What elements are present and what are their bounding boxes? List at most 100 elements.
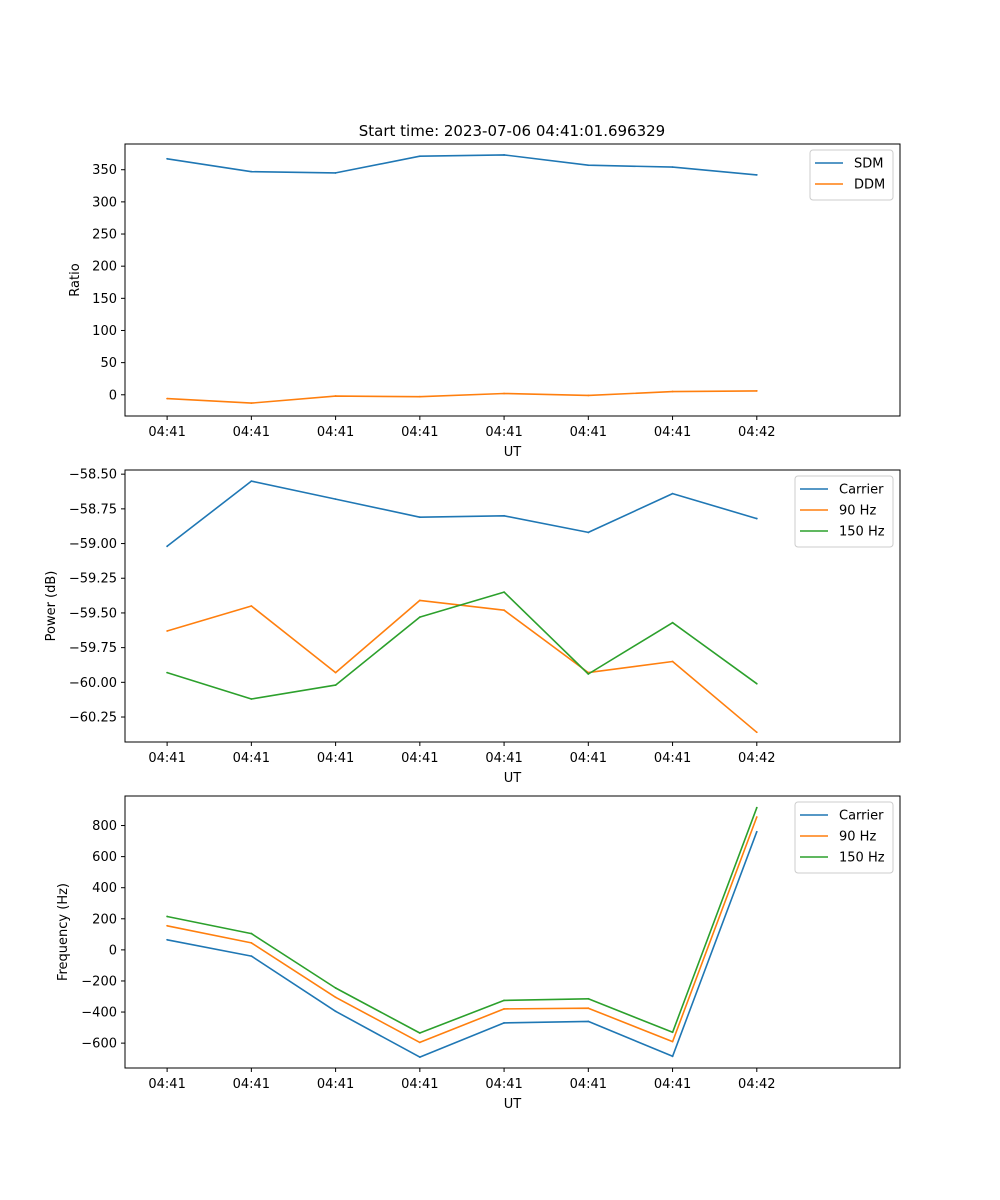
data-point-150-hz	[671, 621, 674, 624]
y-tick-label: −59.25	[69, 572, 117, 587]
x-tick-label: 04:41	[570, 751, 607, 766]
data-point-carrier	[671, 492, 674, 495]
data-point-150-hz	[250, 932, 253, 935]
data-point-sdm	[166, 157, 169, 160]
x-tick-label: 04:41	[233, 1077, 270, 1092]
legend-label-carrier: Carrier	[839, 809, 884, 824]
data-point-carrier	[587, 1020, 590, 1023]
legend-label-150-hz: 150 Hz	[839, 525, 885, 540]
data-point-90-hz	[250, 941, 253, 944]
data-point-90-hz	[418, 1041, 421, 1044]
x-tick-label: 04:41	[317, 1077, 354, 1092]
x-tick-label: 04:41	[401, 751, 438, 766]
x-tick-label: 04:42	[738, 425, 775, 440]
y-tick-label: 0	[109, 388, 117, 403]
x-tick-label: 04:41	[148, 425, 185, 440]
data-point-sdm	[755, 173, 758, 176]
axes-frame	[124, 795, 901, 1069]
data-point-150-hz	[503, 591, 505, 594]
x-tick-label: 04:41	[148, 751, 185, 766]
data-point-carrier	[166, 938, 169, 941]
ratio-panel: 04:41 04:41 04:41 04:41 04:41 04:41 04:41 04:42…	[68, 143, 901, 460]
data-point-ddm	[166, 397, 169, 400]
data-point-150-hz	[587, 673, 590, 675]
data-point-ddm	[755, 390, 758, 392]
y-tick-label: 200	[92, 260, 117, 275]
x-tick-label: 04:42	[738, 751, 775, 766]
data-point-90-hz	[671, 660, 674, 663]
data-point-carrier	[250, 955, 253, 957]
data-point-150-hz	[671, 1031, 674, 1034]
legend-label-ddm: DDM	[854, 178, 885, 193]
data-point-sdm	[503, 154, 505, 156]
data-point-90-hz	[418, 599, 421, 602]
data-point-150-hz	[587, 997, 590, 1000]
figure-title: Start time: 2023-07-06 04:41:01.696329	[359, 122, 665, 140]
data-point-ddm	[671, 390, 674, 393]
data-point-90-hz	[503, 1008, 505, 1010]
series-line-carrier	[166, 480, 758, 547]
data-point-ddm	[587, 394, 590, 397]
data-point-carrier	[418, 1056, 421, 1059]
y-tick-label: −400	[81, 1006, 117, 1021]
data-point-sdm	[418, 155, 421, 158]
y-tick-label: 200	[92, 912, 117, 927]
x-tick-label: 04:41	[654, 425, 691, 440]
data-point-90-hz	[503, 609, 505, 612]
data-point-carrier	[250, 480, 253, 483]
data-point-ddm	[334, 395, 337, 397]
series-line-sdm	[166, 154, 757, 176]
data-point-carrier	[166, 545, 169, 548]
legend-label-150-hz: 150 Hz	[839, 851, 885, 866]
data-point-150-hz	[166, 915, 169, 918]
data-point-ddm	[503, 392, 505, 395]
data-point-sdm	[671, 166, 674, 169]
data-point-ddm	[250, 402, 253, 405]
data-point-carrier	[671, 1055, 674, 1058]
x-tick-label: 04:41	[485, 425, 522, 440]
data-point-90-hz	[755, 816, 758, 818]
series-line-carrier	[166, 831, 758, 1058]
data-point-carrier	[755, 830, 758, 833]
legend-label-90-hz: 90 Hz	[839, 504, 876, 519]
data-point-150-hz	[166, 671, 169, 674]
data-point-150-hz	[755, 682, 758, 685]
x-tick-label: 04:41	[485, 751, 522, 766]
data-point-sdm	[587, 164, 590, 167]
data-point-sdm	[250, 170, 253, 173]
series-line-150-hz	[166, 807, 758, 1034]
x-tick-label: 04:42	[738, 1077, 775, 1092]
legend-box	[794, 475, 894, 548]
y-tick-label: −60.00	[69, 676, 117, 691]
data-point-90-hz	[166, 630, 169, 632]
y-tick-label: −59.50	[69, 606, 117, 621]
x-axis-label: UT	[504, 1097, 522, 1112]
y-tick-label: 800	[92, 819, 117, 834]
y-tick-label: −200	[81, 974, 117, 989]
y-tick-label: 0	[109, 943, 117, 958]
data-point-150-hz	[418, 616, 421, 619]
x-axis-label: UT	[504, 771, 522, 786]
x-axis-label: UT	[504, 445, 522, 460]
data-point-ddm	[418, 395, 421, 398]
x-tick-label: 04:41	[233, 751, 270, 766]
data-point-90-hz	[334, 671, 337, 674]
x-tick-label: 04:41	[654, 1077, 691, 1092]
x-tick-label: 04:41	[570, 425, 607, 440]
legend-label-carrier: Carrier	[839, 483, 884, 498]
legend: Carrier 90 Hz 150 Hz	[794, 801, 894, 874]
data-point-carrier	[503, 1022, 505, 1024]
data-point-carrier	[418, 516, 421, 519]
y-tick-label: −58.75	[69, 502, 117, 517]
y-tick-label: 100	[92, 324, 117, 339]
y-tick-label: 150	[92, 292, 117, 307]
x-tick-label: 04:41	[654, 751, 691, 766]
x-tick-label: 04:41	[317, 751, 354, 766]
legend-label-sdm: SDM	[854, 157, 883, 172]
data-point-carrier	[334, 498, 337, 501]
data-point-sdm	[334, 172, 337, 174]
x-tick-label: 04:41	[570, 1077, 607, 1092]
x-tick-label: 04:41	[485, 1077, 522, 1092]
series-line-150-hz	[166, 591, 758, 700]
x-tick-label: 04:41	[317, 425, 354, 440]
